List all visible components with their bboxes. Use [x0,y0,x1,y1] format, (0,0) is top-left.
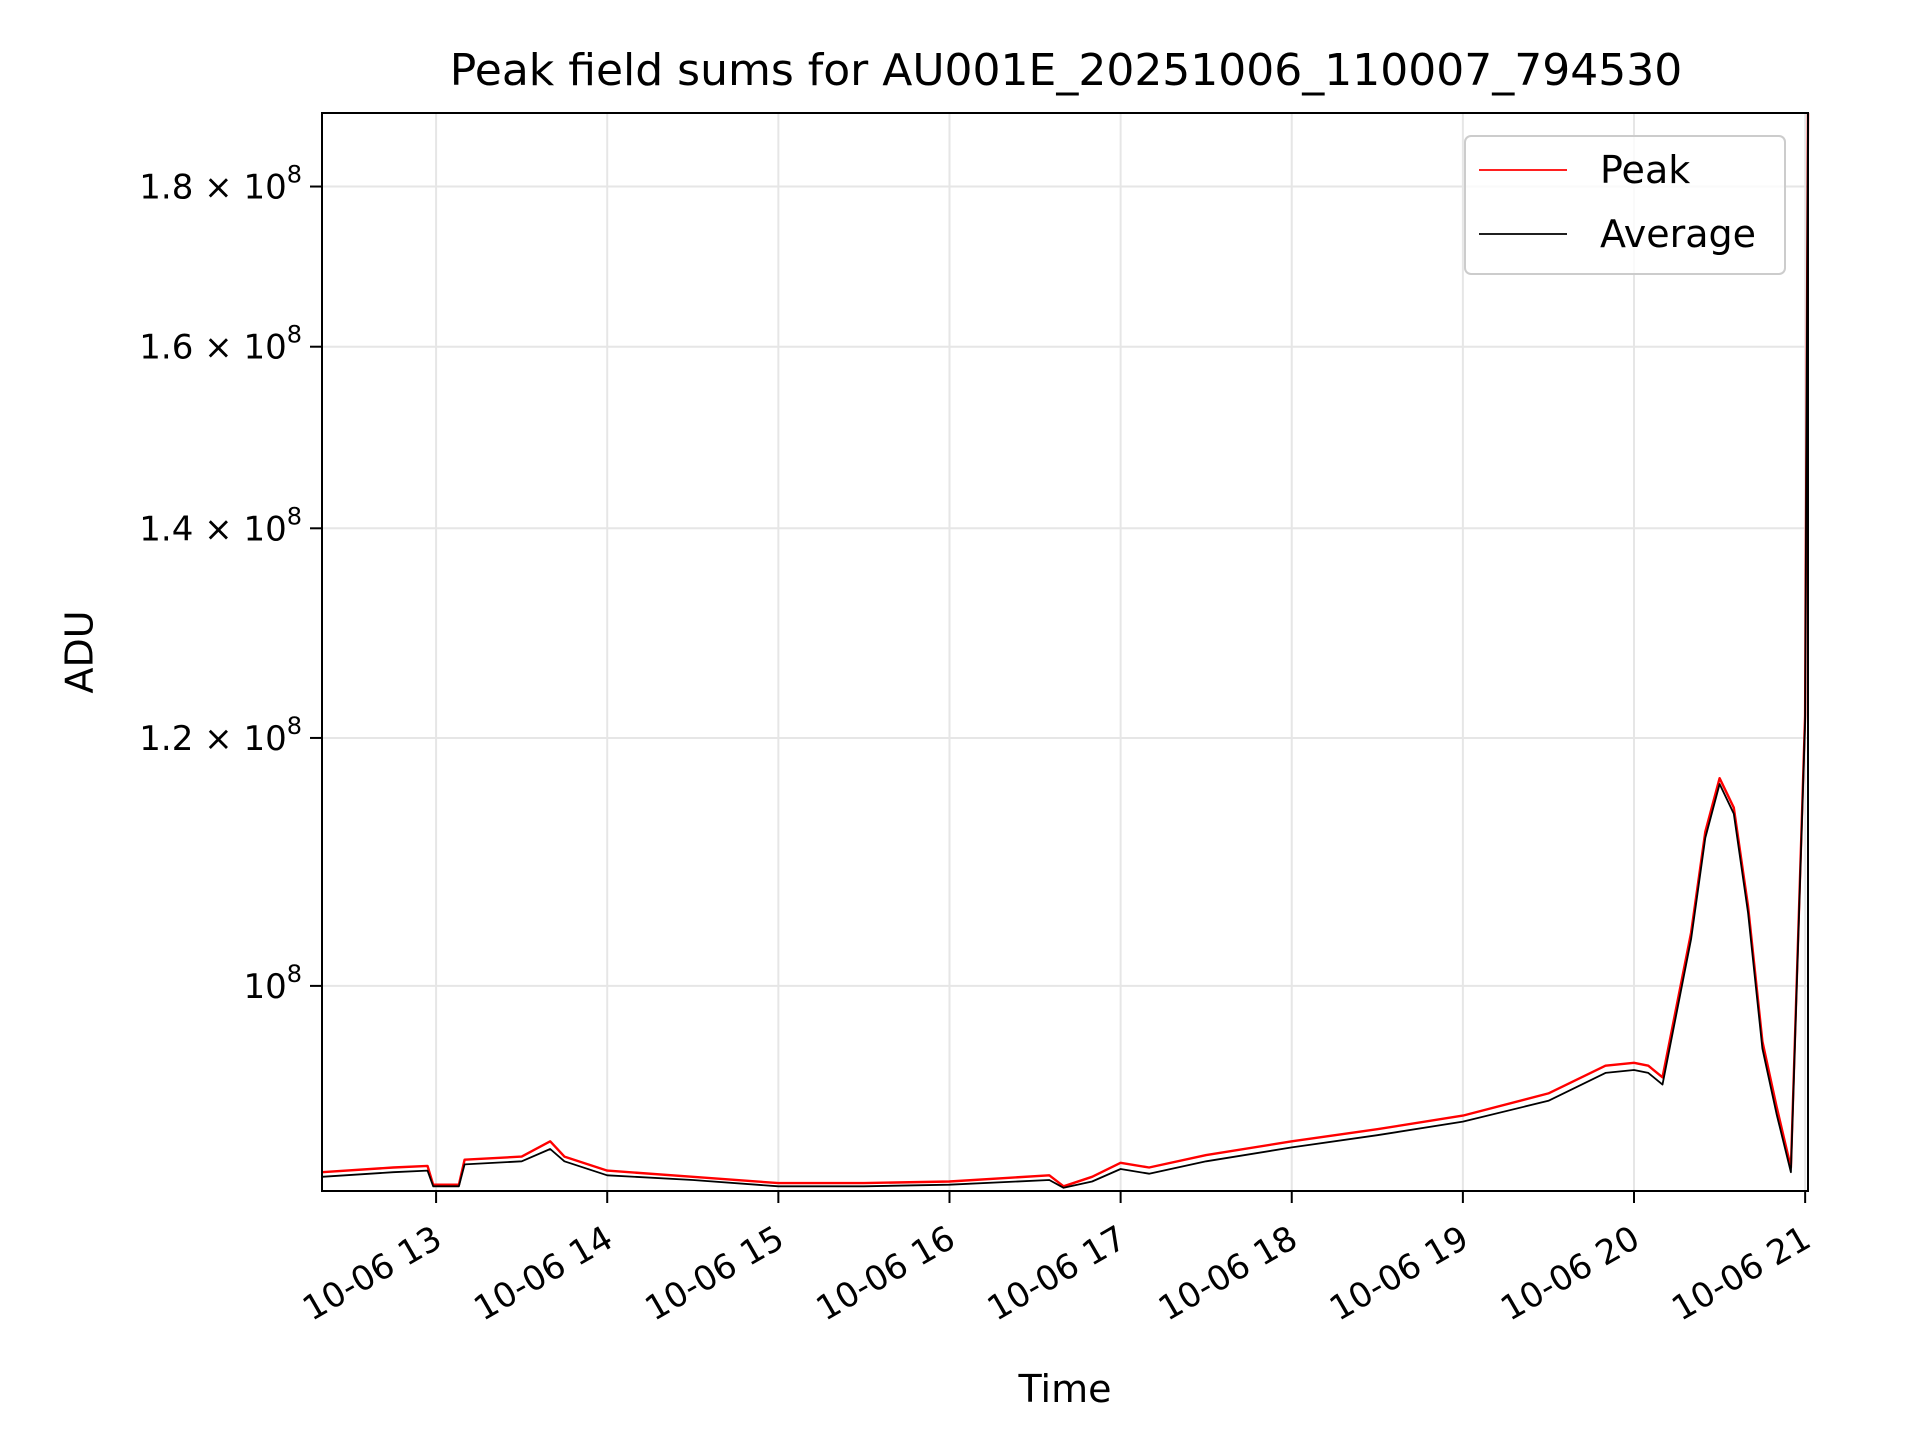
y-tick-times: × [193,168,243,208]
y-tick-label: 1.4 × 108 [139,502,302,549]
x-tick-label: 10-06 20 [1494,1218,1646,1329]
x-tick-label: 10-06 15 [638,1218,790,1329]
series-line-peak [321,112,1810,1188]
chart-title: Peak field sums for AU001E_20251006_1100… [450,45,1682,96]
x-tick-label: 10-06 14 [467,1218,619,1329]
y-tick-exponent: 8 [287,502,302,530]
x-tick-label: 10-06 17 [981,1218,1133,1329]
axis-ticks: 10-06 13 10-06 14 10-06 15 10-06 16 10-06 17… [139,161,1817,1330]
y-tick-mantissa: 1.2 [139,719,193,759]
x-tick-label: 10-06 18 [1152,1218,1304,1329]
y-tick-label: 108 [243,960,302,1007]
y-tick-exponent: 8 [287,161,302,189]
series-layer [321,112,1810,1189]
y-tick-base: 10 [243,967,286,1007]
x-tick-label: 10-06 16 [810,1218,962,1329]
y-tick-mantissa: 1.8 [139,168,193,208]
legend-label-peak: Peak [1600,148,1690,192]
y-tick-mantissa: 1.6 [139,328,193,368]
y-tick-label: 1.2 × 108 [139,712,302,759]
y-tick-label: 1.8 × 108 [139,161,302,208]
y-tick-times: × [193,328,243,368]
y-tick-times: × [193,509,243,549]
y-tick-times: × [193,719,243,759]
y-tick-base: 10 [243,719,286,759]
series-line-average [321,116,1809,1189]
y-tick-base: 10 [243,328,286,368]
x-tick-label: 10-06 13 [296,1218,448,1329]
y-tick-label: 1.6 × 108 [139,321,302,368]
y-tick-exponent: 8 [287,960,302,988]
x-tick-label: 10-06 19 [1323,1218,1475,1329]
y-axis-label: ADU [58,610,102,693]
legend: Peak Average [1464,135,1786,275]
legend-label-average: Average [1600,212,1756,256]
x-axis-label: Time [1018,1367,1112,1411]
y-tick-mantissa: 1.4 [139,509,193,549]
x-tick-label: 10-06 21 [1665,1218,1817,1329]
y-tick-exponent: 8 [287,321,302,349]
y-tick-base: 10 [243,168,286,208]
plot-frame [321,112,1809,1192]
y-tick-exponent: 8 [287,712,302,740]
y-tick-base: 10 [243,509,286,549]
